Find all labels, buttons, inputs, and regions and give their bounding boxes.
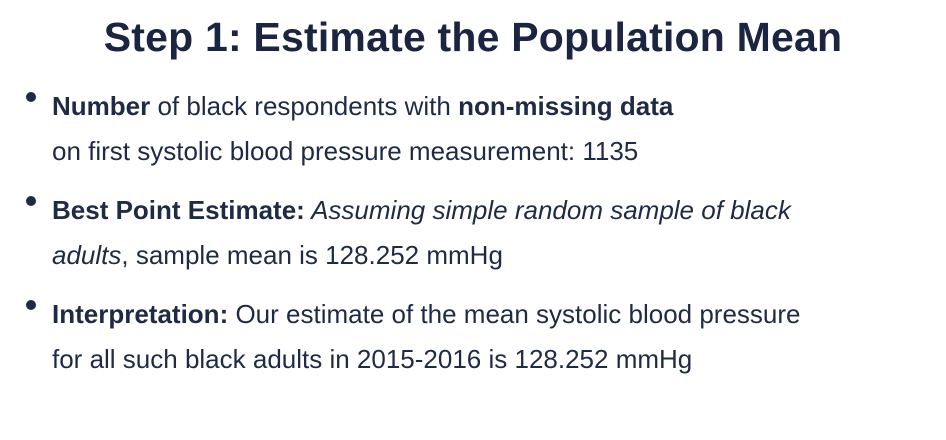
bullet-interpretation-text-1: Our estimate of the mean systolic blood … bbox=[228, 299, 801, 329]
bullet-estimate-line-2: adults, sample mean is 128.252 mmHg bbox=[52, 233, 932, 278]
bullet-number-bold-1: Number bbox=[52, 91, 151, 121]
bullet-interpretation-line-2: for all such black adults in 2015-2016 i… bbox=[52, 344, 693, 374]
bullet-number-line-1: Number of black respondents with non-mis… bbox=[52, 84, 932, 129]
bullet-dot-icon bbox=[26, 196, 36, 206]
bullet-estimate-italic-2: adults bbox=[52, 240, 122, 270]
bullet-interpretation-label: Interpretation: bbox=[52, 299, 229, 329]
bullet-dot-icon bbox=[26, 92, 36, 102]
slide-title: Step 1: Estimate the Population Mean bbox=[103, 14, 843, 60]
bullet-estimate-italic-1: Assuming simple random sample of black bbox=[304, 195, 791, 225]
bullet-estimate-line-1: Best Point Estimate: Assuming simple ran… bbox=[52, 188, 932, 233]
bullet-number-bold-2: non-missing data bbox=[458, 91, 674, 121]
bullet-estimate-label: Best Point Estimate: bbox=[52, 195, 305, 225]
bullet-estimate-text-2: , sample mean is 128.252 mmHg bbox=[121, 240, 503, 270]
bullet-number: Number of black respondents with non-mis… bbox=[22, 84, 932, 174]
bullet-number-line-2: on first systolic blood pressure measure… bbox=[52, 136, 639, 166]
bullet-best-point-estimate: Best Point Estimate: Assuming simple ran… bbox=[22, 188, 932, 278]
bullet-interpretation-line-1: Interpretation: Our estimate of the mean… bbox=[52, 292, 932, 337]
bullet-interpretation: Interpretation: Our estimate of the mean… bbox=[22, 292, 932, 382]
bullet-dot-icon bbox=[26, 300, 36, 310]
bullet-number-text-1: of black respondents with bbox=[150, 91, 459, 121]
bullet-list: Number of black respondents with non-mis… bbox=[22, 84, 932, 396]
